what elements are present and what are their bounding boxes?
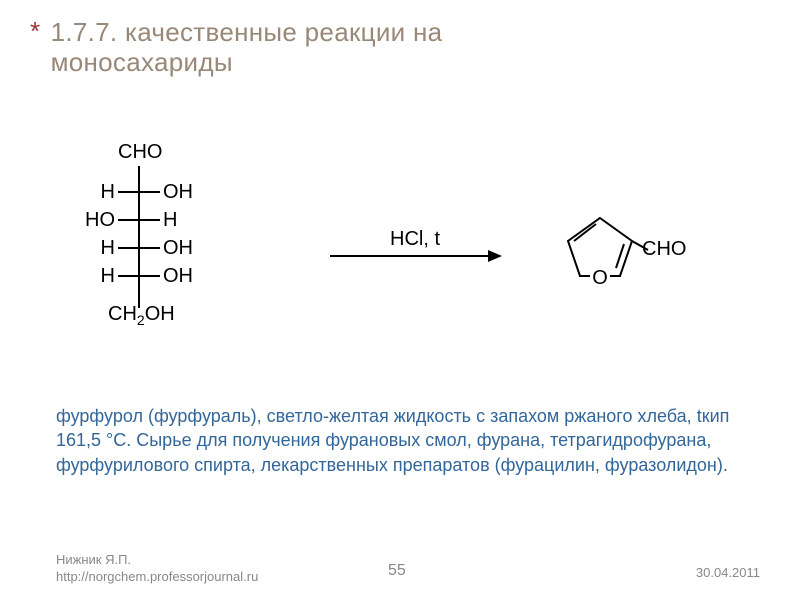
fischer-row: H OH [80,234,210,262]
footer-author: Нижник Я.П. [56,552,131,567]
description-text: фурфурол (фурфураль), светло-желтая жидк… [56,404,756,477]
atom-left: H [80,266,118,286]
slide-title-block: * 1.7.7. качественные реакции на моносах… [30,18,442,78]
title-bullet: * [30,18,40,44]
bond [118,219,160,221]
bottom-ch2oh: CH2OH [108,304,175,327]
top-cho: CHO [118,142,162,162]
atom-left: HO [80,210,118,230]
product-furan: O CHO [550,208,650,288]
title-line-1: 1.7.7. качественные реакции на [51,17,443,47]
footer-url: http://norgchem.professorjournal.ru [56,569,258,584]
svg-text:O: O [592,267,608,288]
bottom-post: OH [145,303,175,325]
bond [118,247,160,249]
fischer-row: H OH [80,262,210,290]
reaction-scheme: CHO H OH HO H H OH H OH CH2OH HCl, t [80,150,720,340]
reaction-arrow: HCl, t [330,228,500,257]
atom-left: H [80,238,118,258]
atom-right: OH [160,182,210,202]
bottom-sub: 2 [137,312,145,328]
fischer-row: H OH [80,178,210,206]
bond [118,275,160,277]
title-line-2: моносахариды [51,47,233,77]
footer-author-block: Нижник Я.П. http://norgchem.professorjou… [56,552,258,586]
page-number: 55 [388,562,406,580]
bond [118,191,160,193]
product-cho-label: CHO [642,238,686,261]
atom-right: OH [160,238,210,258]
atom-left: H [80,182,118,202]
slide-title: 1.7.7. качественные реакции на моносахар… [51,18,443,78]
fischer-row: HO H [80,206,210,234]
arrow-conditions: HCl, t [330,228,500,251]
footer-date: 30.04.2011 [696,565,760,580]
arrow-line [330,255,500,257]
furan-ring-icon: O [550,208,650,288]
arrow-head-icon [488,250,502,262]
atom-right: OH [160,266,210,286]
atom-right: H [160,210,210,230]
bottom-pre: CH [108,303,137,325]
reactant-fischer: CHO H OH HO H H OH H OH CH2OH [80,150,210,290]
